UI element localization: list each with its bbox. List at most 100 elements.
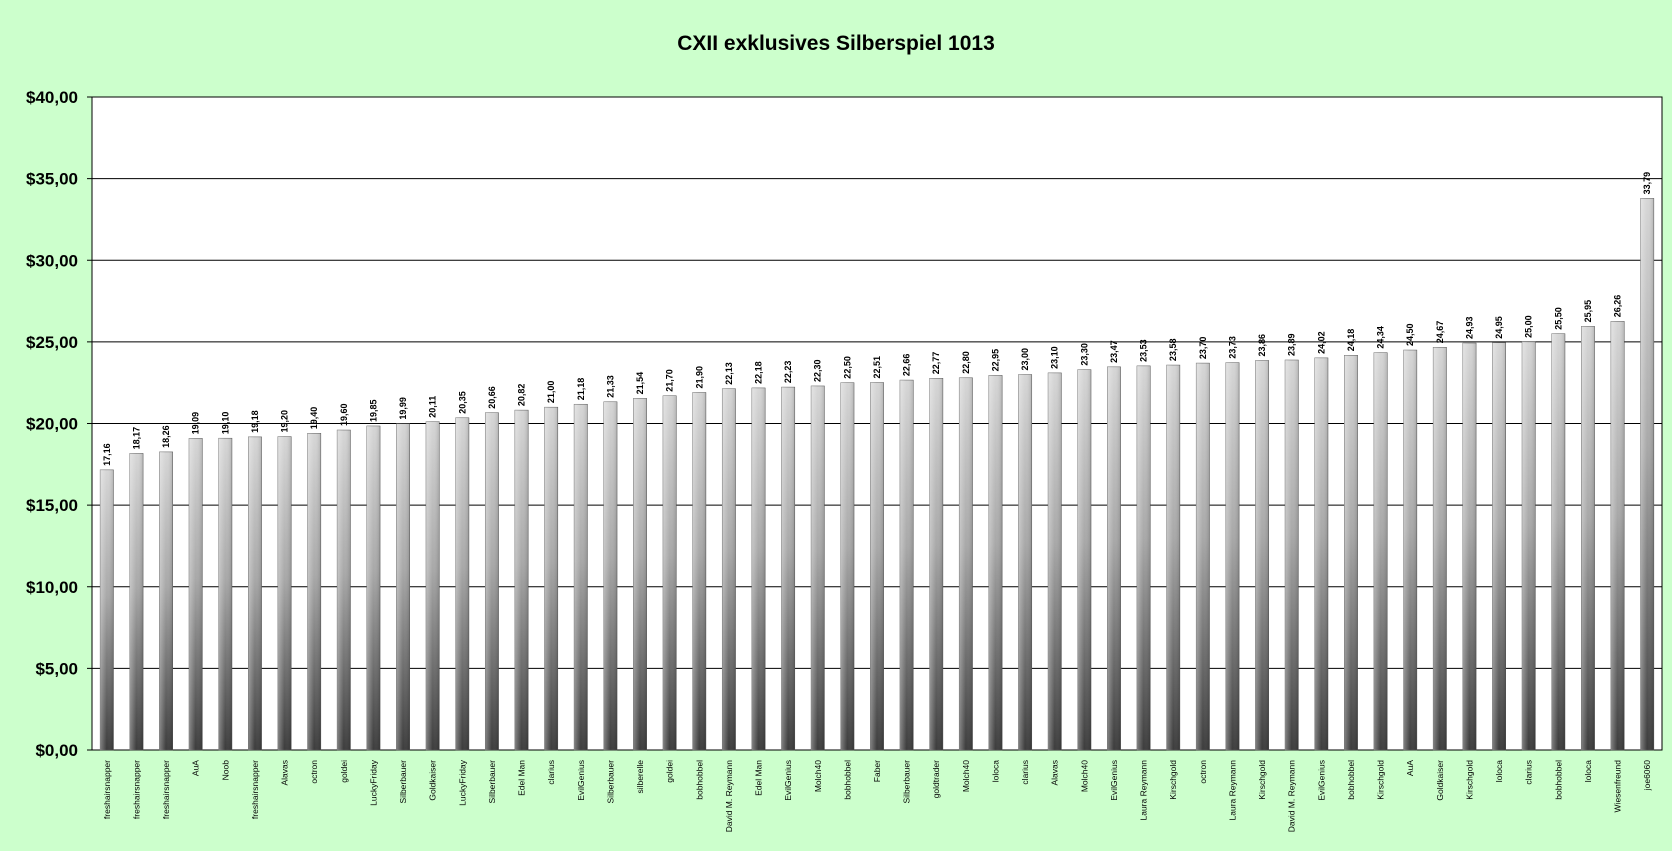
x-tick-label: loloca <box>1494 760 1504 782</box>
bar <box>1195 362 1210 751</box>
bar-shine <box>870 382 884 750</box>
x-axis-ticks: freshairsnapper freshairsnapper freshairsn… <box>102 759 1652 832</box>
x-tick-label: Silberbauer <box>487 760 497 804</box>
bar-shine <box>1107 366 1121 750</box>
data-label: 23,10 <box>1050 346 1060 369</box>
x-tick-label: bobhobbel <box>1346 760 1356 800</box>
bar <box>1432 347 1447 751</box>
x-tick-label: loloca <box>990 760 1000 782</box>
y-axis-ticks: $0,00 $5,00 $10,00 $15,00 $20,00 $25,00 $30,00… <box>26 88 92 760</box>
bar-shine <box>1373 352 1388 750</box>
bar <box>1284 359 1299 751</box>
bar-shine <box>307 433 321 750</box>
data-label: 19,40 <box>309 407 319 430</box>
x-tick-label: clarius <box>1020 760 1030 785</box>
bars <box>99 198 1655 751</box>
data-label: 20,11 <box>428 396 438 418</box>
bar-shine <box>425 421 440 750</box>
bar <box>1107 366 1121 751</box>
x-tick-label: EvilGenius <box>576 760 586 801</box>
bar <box>721 388 736 751</box>
x-tick-label: bobhobbel <box>1553 760 1563 800</box>
bar-shine <box>1255 360 1269 750</box>
bar <box>425 421 440 751</box>
bar-shine <box>722 388 736 750</box>
bar <box>544 406 559 751</box>
x-tick-label: AuA <box>1405 760 1415 776</box>
data-label: 24,50 <box>1405 324 1415 347</box>
bar <box>1403 349 1418 751</box>
data-label: 24,67 <box>1435 321 1445 344</box>
bar <box>870 382 884 751</box>
bar <box>781 386 796 751</box>
data-label: 23,00 <box>1020 348 1030 371</box>
bar <box>514 409 529 751</box>
x-tick-label: goldtrader <box>931 760 941 798</box>
data-label: 20,35 <box>457 391 467 414</box>
bar-shine <box>1522 341 1536 750</box>
bar <box>751 387 766 751</box>
x-tick-label: octron <box>1198 760 1208 784</box>
x-tick-label: Faber <box>872 760 882 782</box>
bar-shine <box>277 436 292 750</box>
bar-shine <box>1581 326 1595 750</box>
x-tick-label: Silberbauer <box>398 760 408 804</box>
data-label: 23,58 <box>1168 339 1178 362</box>
x-tick-label: EvilGenius <box>1316 760 1326 801</box>
bar <box>899 379 914 751</box>
data-label: 24,02 <box>1316 331 1326 354</box>
data-label: 33,79 <box>1642 172 1652 195</box>
data-label: 23,89 <box>1287 333 1297 356</box>
bar-shine <box>811 385 825 750</box>
data-label: 19,99 <box>398 397 408 420</box>
bar-shine <box>485 412 499 750</box>
bar-shine <box>455 417 469 750</box>
data-label: 24,18 <box>1346 329 1356 352</box>
bar <box>1610 321 1625 751</box>
bar-shine <box>1136 365 1151 750</box>
bar <box>1581 326 1595 751</box>
x-tick-label: LuckyFriday <box>368 759 378 806</box>
bar <box>1462 342 1477 751</box>
x-tick-label: Edel Man <box>517 760 527 796</box>
y-tick-label: $25,00 <box>26 333 78 352</box>
bar-shine <box>129 453 144 750</box>
x-tick-label: Goldkaiser <box>428 760 438 801</box>
bar-shine <box>1048 372 1062 750</box>
data-label: 19,18 <box>250 410 260 433</box>
bar <box>1551 333 1566 751</box>
x-tick-label: Alavas <box>280 760 290 786</box>
bar <box>840 382 855 751</box>
data-label: 22,95 <box>990 349 1000 372</box>
x-tick-label: Laura Reymann <box>1227 760 1237 821</box>
bar <box>633 398 647 751</box>
data-label: 19,09 <box>191 412 201 435</box>
bar <box>1077 369 1092 751</box>
bar-shine <box>1225 362 1240 750</box>
bar-shine <box>1077 369 1092 750</box>
bar-shine <box>189 438 203 750</box>
x-tick-label: Silberbauer <box>605 760 615 804</box>
x-tick-label: bobhobbel <box>842 760 852 800</box>
bar-shine <box>218 438 232 750</box>
bar-shine <box>1344 355 1358 750</box>
y-tick-label: $0,00 <box>35 741 78 760</box>
y-tick-label: $20,00 <box>26 415 78 434</box>
bar <box>129 453 144 751</box>
bar <box>1521 341 1536 751</box>
x-tick-label: Laura Reymann <box>1139 760 1149 821</box>
x-tick-label: Wiesenfreund <box>1613 760 1623 813</box>
bar-shine <box>1492 342 1506 750</box>
bar <box>810 385 825 751</box>
x-tick-label: David M. Reymann <box>724 760 734 833</box>
bar-shine <box>1462 343 1477 750</box>
x-tick-label: Molch40 <box>961 760 971 792</box>
y-tick-label: $40,00 <box>26 88 78 107</box>
bar <box>455 417 470 751</box>
bar <box>1047 372 1062 751</box>
data-label: 23,73 <box>1227 336 1237 359</box>
bar-shine <box>366 425 381 750</box>
bar-shine <box>633 398 647 750</box>
x-tick-label: silberelle <box>635 760 645 794</box>
